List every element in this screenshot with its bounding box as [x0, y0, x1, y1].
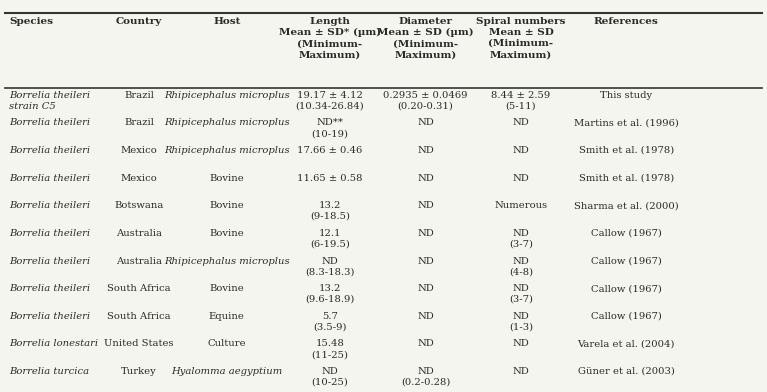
Text: Botswana: Botswana — [114, 201, 163, 210]
Text: Culture: Culture — [208, 339, 246, 348]
Text: Rhipicephalus microplus: Rhipicephalus microplus — [164, 146, 290, 155]
Text: ND
(0.2-0.28): ND (0.2-0.28) — [401, 367, 450, 387]
Text: Borrelia theileri: Borrelia theileri — [9, 201, 91, 210]
Text: Borrelia theileri: Borrelia theileri — [9, 284, 91, 293]
Text: ND
(3-7): ND (3-7) — [509, 229, 533, 249]
Text: Borrelia theileri: Borrelia theileri — [9, 146, 91, 155]
Text: ND**
(10-19): ND** (10-19) — [311, 118, 348, 138]
Text: South Africa: South Africa — [107, 284, 171, 293]
Text: Rhipicephalus microplus: Rhipicephalus microplus — [164, 91, 290, 100]
Text: Callow (1967): Callow (1967) — [591, 229, 662, 238]
Text: ND: ND — [512, 146, 529, 155]
Text: 13.2
(9-18.5): 13.2 (9-18.5) — [310, 201, 350, 221]
FancyBboxPatch shape — [5, 13, 762, 88]
Text: ND
(8.3-18.3): ND (8.3-18.3) — [305, 256, 355, 276]
Text: Diameter
Mean ± SD (µm)
(Minimum-
Maximum): Diameter Mean ± SD (µm) (Minimum- Maximu… — [377, 17, 474, 59]
Text: Borrelia theileri: Borrelia theileri — [9, 118, 91, 127]
Text: ND
(1-3): ND (1-3) — [509, 312, 533, 332]
Text: Australia: Australia — [116, 256, 162, 265]
Text: ND
(10-25): ND (10-25) — [311, 367, 348, 387]
Text: ND
(3-7): ND (3-7) — [509, 284, 533, 304]
Text: Callow (1967): Callow (1967) — [591, 284, 662, 293]
Text: 0.2935 ± 0.0469
(0.20-0.31): 0.2935 ± 0.0469 (0.20-0.31) — [384, 91, 468, 111]
Text: ND: ND — [417, 229, 434, 238]
Text: Equine: Equine — [209, 312, 245, 321]
Text: ND: ND — [417, 174, 434, 183]
Text: Species: Species — [9, 17, 53, 26]
Text: 13.2
(9.6-18.9): 13.2 (9.6-18.9) — [305, 284, 354, 304]
Text: Smith et al. (1978): Smith et al. (1978) — [578, 146, 673, 155]
Text: 15.48
(11-25): 15.48 (11-25) — [311, 339, 348, 359]
Text: Numerous: Numerous — [495, 201, 548, 210]
Text: ND: ND — [417, 256, 434, 265]
Text: Borrelia lonestari: Borrelia lonestari — [9, 339, 98, 348]
Text: United States: United States — [104, 339, 173, 348]
Text: Borrelia theileri: Borrelia theileri — [9, 174, 91, 183]
Text: ND: ND — [417, 201, 434, 210]
Text: Length
Mean ± SD* (µm)
(Minimum-
Maximum): Length Mean ± SD* (µm) (Minimum- Maximum… — [279, 17, 381, 59]
Text: 19.17 ± 4.12
(10.34-26.84): 19.17 ± 4.12 (10.34-26.84) — [295, 91, 364, 111]
Text: Varela et al. (2004): Varela et al. (2004) — [578, 339, 675, 348]
Text: Borrelia theileri: Borrelia theileri — [9, 312, 91, 321]
Text: Hyalomma aegyptium: Hyalomma aegyptium — [171, 367, 282, 376]
Text: Borrelia turcica: Borrelia turcica — [9, 367, 89, 376]
Text: ND: ND — [417, 339, 434, 348]
Text: Smith et al. (1978): Smith et al. (1978) — [578, 174, 673, 183]
Text: Rhipicephalus microplus: Rhipicephalus microplus — [164, 118, 290, 127]
Text: References: References — [594, 17, 659, 26]
Text: Country: Country — [116, 17, 162, 26]
Text: ND: ND — [512, 174, 529, 183]
Text: South Africa: South Africa — [107, 312, 171, 321]
Text: Callow (1967): Callow (1967) — [591, 312, 662, 321]
Text: 12.1
(6-19.5): 12.1 (6-19.5) — [310, 229, 350, 249]
Text: Sharma et al. (2000): Sharma et al. (2000) — [574, 201, 679, 210]
Text: Mexico: Mexico — [120, 174, 157, 183]
Text: ND: ND — [512, 339, 529, 348]
Text: 8.44 ± 2.59
(5-11): 8.44 ± 2.59 (5-11) — [492, 91, 551, 111]
Text: ND
(4-8): ND (4-8) — [509, 256, 533, 276]
Text: ND: ND — [417, 284, 434, 293]
Text: Turkey: Turkey — [121, 367, 156, 376]
Text: Spiral numbers
Mean ± SD
(Minimum-
Maximum): Spiral numbers Mean ± SD (Minimum- Maxim… — [476, 17, 566, 59]
Text: Bovine: Bovine — [209, 284, 244, 293]
Text: Brazil: Brazil — [124, 118, 154, 127]
Text: Australia: Australia — [116, 229, 162, 238]
Text: ND: ND — [512, 118, 529, 127]
Text: Martins et al. (1996): Martins et al. (1996) — [574, 118, 679, 127]
Text: This study: This study — [600, 91, 652, 100]
Text: Rhipicephalus microplus: Rhipicephalus microplus — [164, 256, 290, 265]
Text: Borrelia theileri: Borrelia theileri — [9, 229, 91, 238]
Text: Borrelia theileri
strain C5: Borrelia theileri strain C5 — [9, 91, 91, 111]
Text: 11.65 ± 0.58: 11.65 ± 0.58 — [298, 174, 363, 183]
Text: 5.7
(3.5-9): 5.7 (3.5-9) — [313, 312, 347, 332]
Text: 17.66 ± 0.46: 17.66 ± 0.46 — [298, 146, 363, 155]
Text: Bovine: Bovine — [209, 229, 244, 238]
Text: Host: Host — [213, 17, 241, 26]
Text: Bovine: Bovine — [209, 201, 244, 210]
Text: ND: ND — [512, 367, 529, 376]
Text: ND: ND — [417, 146, 434, 155]
Text: Brazil: Brazil — [124, 91, 154, 100]
Text: ND: ND — [417, 118, 434, 127]
Text: Callow (1967): Callow (1967) — [591, 256, 662, 265]
Text: Borrelia theileri: Borrelia theileri — [9, 256, 91, 265]
Text: Mexico: Mexico — [120, 146, 157, 155]
Text: Bovine: Bovine — [209, 174, 244, 183]
Text: Güner et al. (2003): Güner et al. (2003) — [578, 367, 675, 376]
Text: ND: ND — [417, 312, 434, 321]
